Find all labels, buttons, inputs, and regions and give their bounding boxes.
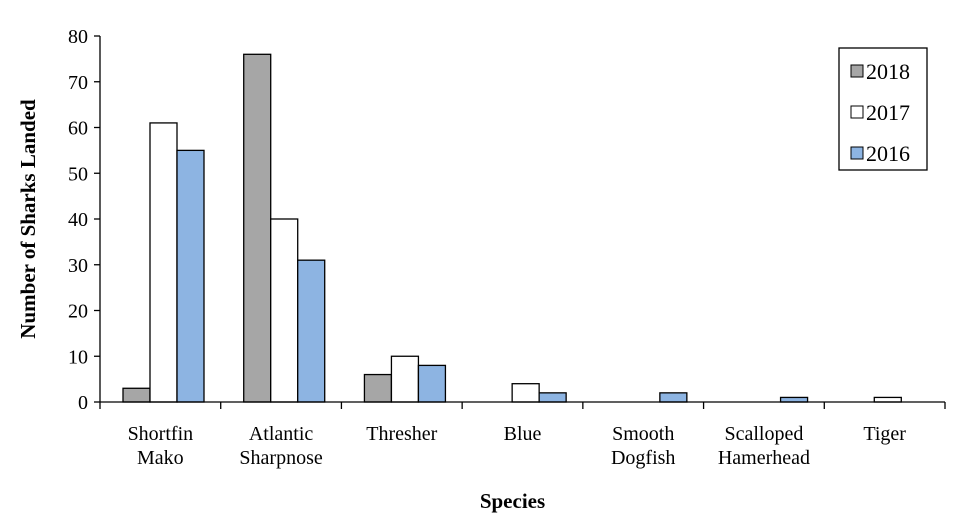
bar-2017-3 [511, 383, 540, 403]
bar-2017-0 [149, 122, 178, 403]
bar-2017-1 [270, 218, 299, 403]
x-tick-label: Atlantic Sharpnose [239, 423, 322, 469]
bar-2016-2 [417, 364, 447, 403]
bar-2017-2 [390, 355, 420, 403]
y-tick-label: 20 [68, 301, 88, 323]
bar-2016-4 [659, 392, 688, 403]
legend-label-2018: 2018 [866, 59, 910, 84]
bar-2017-6 [873, 396, 902, 403]
x-axis-label: Species [480, 489, 545, 513]
x-tick-label: Thresher [366, 423, 437, 445]
bar-2016-1 [297, 259, 326, 403]
legend-label-2016: 2016 [866, 141, 910, 166]
legend-swatch-2017 [850, 105, 864, 119]
bar-2016-0 [176, 149, 205, 403]
x-tick-label: Tiger [863, 423, 906, 445]
bar-2018-0 [122, 387, 151, 403]
y-axis-label: Number of Sharks Landed [16, 99, 40, 339]
legend-swatch-2016 [850, 146, 864, 160]
legend-swatch-2018 [850, 64, 864, 78]
y-tick-label: 30 [68, 255, 88, 277]
x-tick-label: Shortfin Mako [128, 423, 194, 469]
y-tick-label: 10 [68, 346, 88, 368]
x-tick-label: Scalloped Hamerhead [718, 423, 810, 469]
bar-2018-1 [243, 53, 272, 403]
bar-2016-3 [538, 392, 567, 403]
y-tick-label: 70 [68, 72, 88, 94]
legend-label-2017: 2017 [866, 100, 910, 125]
y-tick-label: 60 [68, 118, 88, 140]
bar-2016-5 [779, 396, 809, 403]
y-tick-label: 40 [68, 209, 88, 231]
y-tick-label: 80 [68, 26, 88, 48]
x-tick-label: Smooth Dogfish [611, 423, 675, 469]
bar-2018-2 [363, 373, 393, 403]
y-tick-label: 50 [68, 163, 88, 185]
y-tick-label: 0 [78, 392, 88, 414]
x-tick-label: Blue [504, 423, 542, 445]
